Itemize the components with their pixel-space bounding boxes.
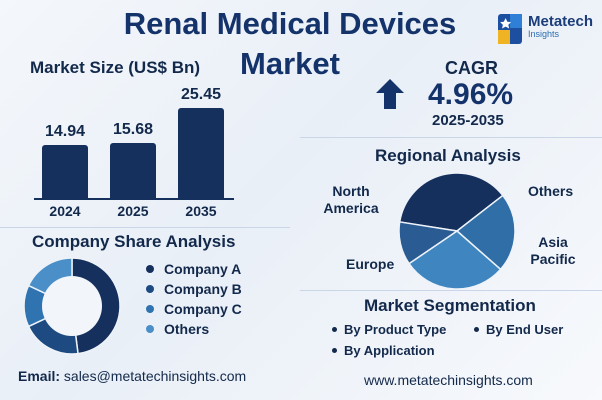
bullet [332, 327, 337, 332]
company-share-heading: Company Share Analysis [32, 232, 236, 251]
segmentation-item: By Application [332, 343, 435, 358]
regional-heading: Regional Analysis [375, 146, 521, 165]
bar-value-label: 25.45 [180, 86, 222, 103]
metatech-logo [498, 14, 522, 44]
segmentation-item: By End User [474, 322, 563, 337]
pie-label-europe: Europe [346, 256, 395, 272]
legend-label: Company C [164, 301, 242, 317]
email-link[interactable]: sales@metatechinsights.com [63, 368, 247, 384]
bar-category-label: 2035 [185, 203, 217, 219]
legend-label: Company B [164, 281, 242, 297]
segmentation-label: By Product Type [344, 322, 447, 337]
cagr-value: 4.96% [428, 78, 514, 111]
legend-label: Others [164, 321, 210, 337]
pie-label-others: Others [528, 183, 574, 199]
logo-name: Metatech [528, 13, 594, 30]
legend-item: Company C [146, 299, 242, 319]
email-label: Email: [18, 368, 61, 384]
segmentation-item: By Product Type [332, 322, 446, 337]
logo-sub: Insights [528, 29, 560, 39]
pie-label-north-america: North America [323, 183, 379, 216]
legend-item: Others [146, 319, 242, 339]
arrow-up-icon [376, 79, 404, 109]
footer-website[interactable]: www.metatechinsights.com [364, 372, 533, 388]
bar-value-label: 15.68 [112, 121, 154, 138]
legend-label: Company A [164, 261, 242, 277]
bullet [332, 348, 337, 353]
segmentation-label: By End User [486, 322, 564, 337]
company-share-legend: Company A Company B Company C Others [146, 259, 242, 339]
page-title: Renal Medical Devices Market [123, 6, 457, 81]
legend-dot [146, 305, 154, 313]
slice-others [455, 194, 516, 271]
legend-item: Company A [146, 259, 242, 279]
bar-category-label: 2025 [117, 203, 149, 219]
legend-dot [146, 285, 154, 293]
bar-2035 [178, 108, 224, 198]
bar-baseline [34, 198, 234, 200]
cagr-label: CAGR [445, 58, 498, 78]
bullet [474, 327, 479, 332]
slice-europe [398, 221, 459, 265]
cagr-range: 2025-2035 [432, 112, 504, 129]
legend-item: Company B [146, 279, 242, 299]
market-size-heading: Market Size (US$ Bn) [30, 58, 201, 77]
footer-email: Email: sales@metatechinsights.com [18, 368, 246, 384]
bar-value-label: 14.94 [44, 123, 86, 140]
divider-right-top [300, 137, 602, 138]
bar-category-label: 2024 [49, 203, 81, 219]
regional-pie [398, 172, 516, 290]
segmentation-heading: Market Segmentation [364, 296, 536, 315]
pie-label-asia-pacific: Asia Pacific [530, 234, 576, 267]
legend-dot [146, 325, 154, 333]
slice-north-america [398, 172, 504, 232]
bar-2024 [42, 145, 88, 198]
donut-hole [42, 276, 102, 336]
segmentation-label: By Application [344, 343, 435, 358]
slice-asia-pacific [407, 230, 502, 290]
divider-right-mid [300, 290, 602, 291]
divider-left [0, 227, 290, 228]
legend-dot [146, 265, 154, 273]
company-share-donut [23, 257, 121, 355]
bar-2025 [110, 143, 156, 198]
